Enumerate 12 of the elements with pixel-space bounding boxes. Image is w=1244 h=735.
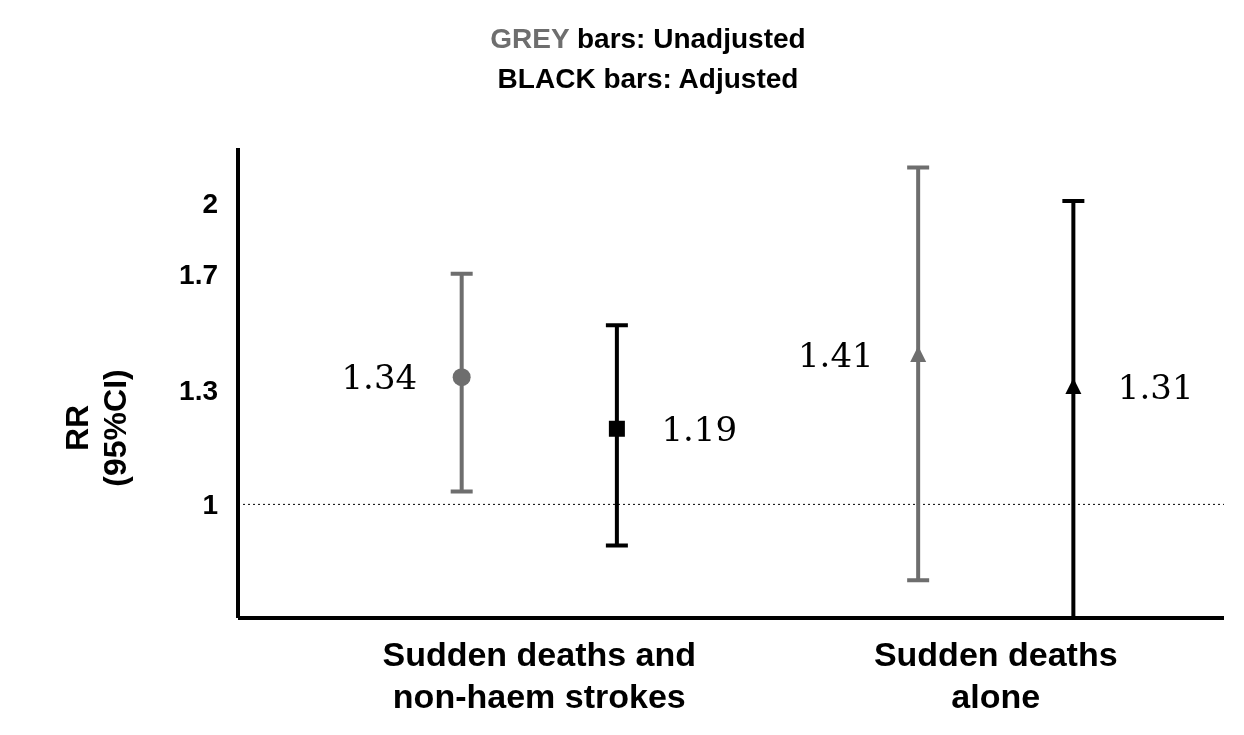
data-label: 1.31 [1117, 367, 1194, 408]
y-tick-label: 1 [202, 489, 218, 521]
data-label: 1.19 [661, 408, 738, 449]
y-tick-label: 1.7 [179, 258, 218, 290]
y-tick-label: 1.3 [179, 375, 218, 407]
x-tick-label: Sudden deaths and non-haem strokes [382, 635, 697, 715]
data-label: 1.41 [797, 335, 874, 376]
chart-title: GREY bars: Unadjusted BLACK bars: Adjusted [490, 23, 806, 94]
x-tick-label: Sudden deaths alone [873, 635, 1118, 715]
y-tick-label: 2 [202, 187, 218, 219]
y-axis-title: RR (95%CI) [59, 369, 133, 487]
data-label: 1.34 [341, 357, 418, 398]
